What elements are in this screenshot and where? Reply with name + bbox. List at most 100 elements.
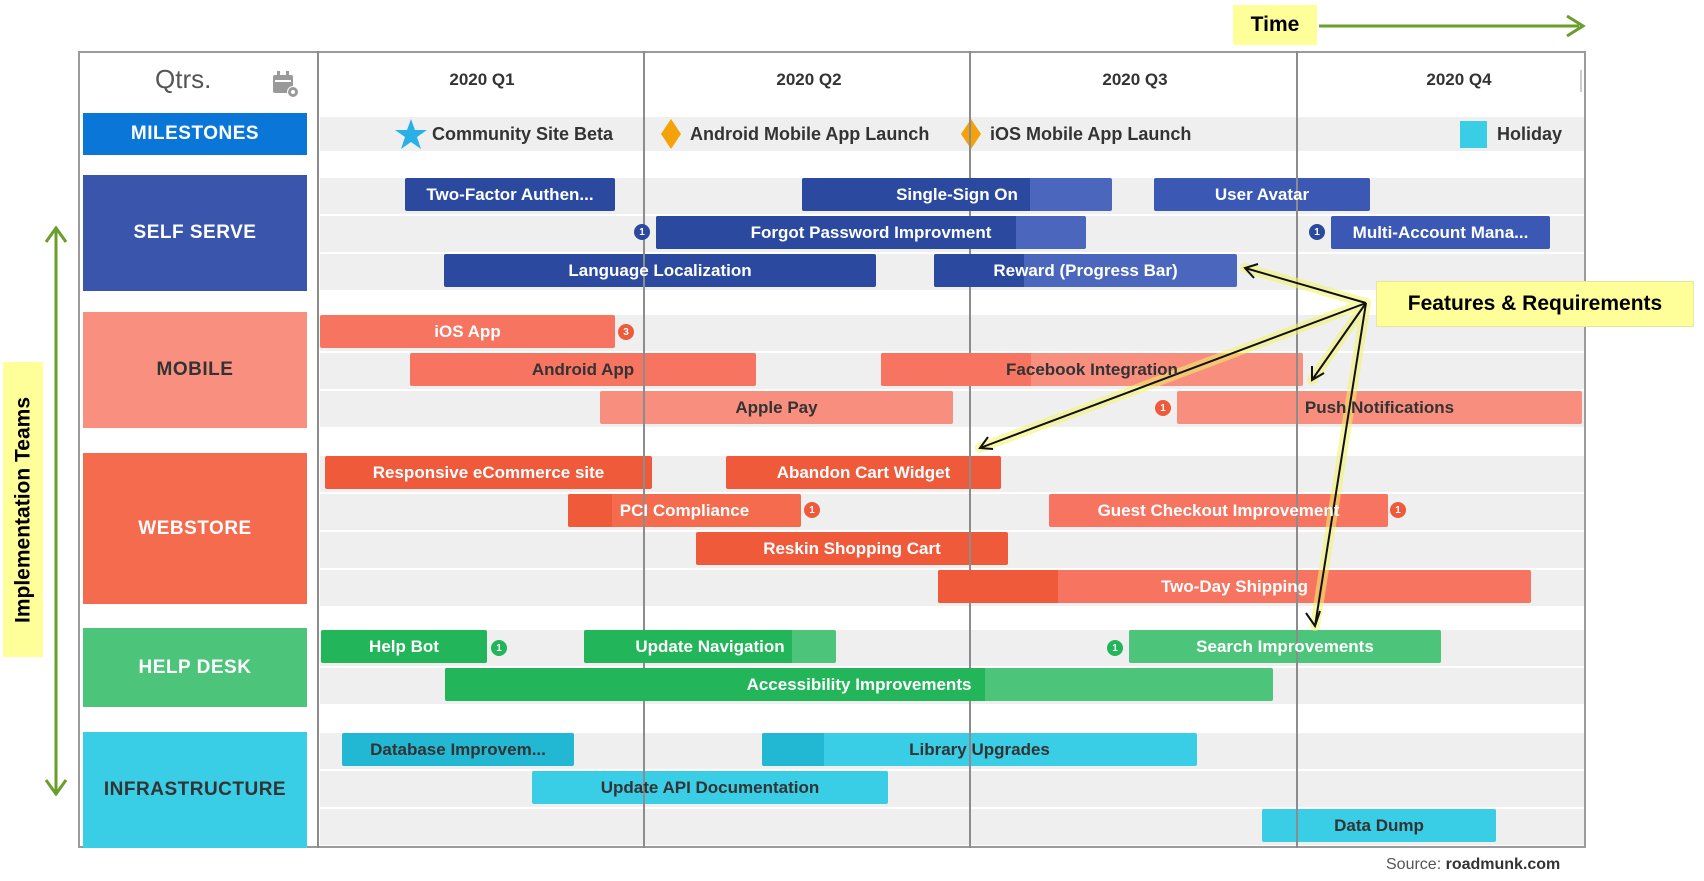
bar-label: Guest Checkout Improvement <box>1097 500 1340 520</box>
bar-label: Single-Sign On <box>896 184 1018 204</box>
source-prefix: Source: <box>1386 856 1446 873</box>
bar-two-factor-auth[interactable]: Two-Factor Authen... <box>405 178 615 211</box>
team-webstore: WEBSTORE <box>83 453 307 604</box>
bar-label: Reskin Shopping Cart <box>763 538 941 558</box>
bar-label: Responsive eCommerce site <box>372 462 605 482</box>
bar-label: Database Improvem... <box>370 739 546 759</box>
bar-accessibility-improvements[interactable]: Accessibility Improvements <box>445 668 1273 701</box>
milestone-android-launch[interactable]: Android Mobile App Launch <box>660 119 929 149</box>
dependency-badge[interactable]: 1 <box>1309 224 1325 240</box>
bar-search-improvements[interactable]: Search Improvements <box>1129 630 1441 663</box>
bar-user-avatar[interactable]: User Avatar <box>1154 178 1370 211</box>
bar-android-app[interactable]: Android App <box>410 353 756 386</box>
divider-q4 <box>1296 51 1298 848</box>
arrow-to-search <box>1314 302 1367 627</box>
milestone-ios-launch[interactable]: iOS Mobile App Launch <box>960 119 1192 149</box>
progress-fill <box>445 668 985 701</box>
vertical-double-arrow-icon <box>44 225 68 797</box>
milestone-holiday[interactable]: Holiday <box>1460 120 1563 148</box>
progress-fill <box>584 630 792 663</box>
bar-label: Language Localization <box>568 260 752 280</box>
row-stripe <box>320 771 1584 807</box>
team-self-serve: SELF SERVE <box>83 175 307 291</box>
dependency-badge[interactable]: 1 <box>1107 640 1123 656</box>
progress-fill <box>802 178 1030 211</box>
quarter-header-q4: 2020 Q4 <box>1426 70 1492 89</box>
qtrs-label: Qtrs. <box>155 64 212 94</box>
bar-help-bot[interactable]: Help Bot <box>321 630 487 663</box>
bar-apple-pay[interactable]: Apple Pay <box>600 391 953 424</box>
bar-label: Update Navigation <box>635 636 785 656</box>
bar-label: User Avatar <box>1214 184 1310 204</box>
bar-reskin-shopping-cart[interactable]: Reskin Shopping Cart <box>696 532 1008 565</box>
bar-language-localization[interactable]: Language Localization <box>444 254 876 287</box>
quarter-header-q2: 2020 Q2 <box>776 70 842 89</box>
bar-multi-account[interactable]: Multi-Account Mana... <box>1331 216 1550 249</box>
bar-label: PCI Compliance <box>619 500 750 520</box>
bar-label: Update API Documentation <box>600 777 820 797</box>
divider-left <box>317 51 319 848</box>
bar-label: Accessibility Improvements <box>746 674 972 694</box>
divider-q3 <box>969 51 971 848</box>
bar-reward-progress[interactable]: Reward (Progress Bar) <box>934 254 1237 287</box>
team-milestones: MILESTONES <box>83 113 307 155</box>
row-stripe <box>320 117 1584 151</box>
bar-single-sign-on[interactable]: Single-Sign On <box>802 178 1112 211</box>
bar-data-dump[interactable]: Data Dump <box>1262 809 1496 842</box>
bar-abandon-cart-widget[interactable]: Abandon Cart Widget <box>726 456 1001 489</box>
arrow-to-reward <box>1244 267 1367 304</box>
milestone-label: iOS Mobile App Launch <box>990 123 1192 144</box>
dependency-badge[interactable]: 1 <box>1390 502 1406 518</box>
bar-forgot-password[interactable]: Forgot Password Improvment <box>656 216 1086 249</box>
milestone-label: Community Site Beta <box>432 123 614 144</box>
bar-label: Android App <box>531 359 635 379</box>
quarter-header-q1: 2020 Q1 <box>449 70 515 89</box>
milestone-community-site-beta[interactable]: Community Site Beta <box>394 119 614 149</box>
time-label: Time <box>1233 5 1317 45</box>
time-arrow-icon <box>1319 14 1586 38</box>
bar-responsive-ecommerce[interactable]: Responsive eCommerce site <box>325 456 652 489</box>
diamond-icon <box>661 119 681 149</box>
implementation-teams-label <box>3 362 43 657</box>
bar-two-day-shipping[interactable]: Two-Day Shipping <box>938 570 1531 603</box>
bar-label: Data Dump <box>1334 815 1424 835</box>
milestone-label: Holiday <box>1497 123 1563 144</box>
dependency-badge[interactable]: 1 <box>1155 400 1171 416</box>
bar-facebook-integration[interactable]: Facebook Integration <box>881 353 1303 386</box>
holiday-square-icon <box>1460 120 1487 148</box>
bar-ios-app[interactable]: iOS App <box>320 315 615 348</box>
dependency-badge[interactable]: 3 <box>618 324 634 340</box>
bar-label: Library Upgrades <box>909 739 1050 759</box>
divider-q2 <box>643 51 645 848</box>
bar-label: Forgot Password Improvment <box>750 222 992 242</box>
progress-fill <box>938 570 1058 603</box>
quarter-header-q3: 2020 Q3 <box>1102 70 1168 89</box>
bar-label: iOS App <box>434 321 501 341</box>
bar-push-notifications[interactable]: Push Notifications <box>1177 391 1582 424</box>
source-credit: Source: roadmunk.com <box>1386 856 1560 874</box>
bar-update-navigation[interactable]: Update Navigation <box>584 630 836 663</box>
arrow-to-facebook <box>1311 302 1367 381</box>
bar-label: Push Notifications <box>1304 397 1455 417</box>
bar-label: Search Improvements <box>1196 636 1374 656</box>
dependency-badge[interactable]: 1 <box>634 224 650 240</box>
diamond-icon <box>961 119 981 149</box>
bar-label: Two-Factor Authen... <box>426 184 594 204</box>
progress-fill <box>762 733 824 766</box>
progress-fill <box>568 494 612 527</box>
star-icon <box>395 119 427 149</box>
bar-database-improvements[interactable]: Database Improvem... <box>342 733 574 766</box>
source-site: roadmunk.com <box>1445 856 1561 873</box>
dependency-badge[interactable]: 1 <box>491 640 507 656</box>
dependency-badge[interactable]: 1 <box>804 502 820 518</box>
progress-fill <box>656 216 1016 249</box>
bar-label: Two-Day Shipping <box>1160 576 1308 596</box>
bar-update-api-documentation[interactable]: Update API Documentation <box>532 771 888 804</box>
calendar-settings-icon[interactable] <box>272 70 302 100</box>
bar-pci-compliance[interactable]: PCI Compliance <box>568 494 801 527</box>
progress-fill <box>934 254 1024 287</box>
bar-label: Abandon Cart Widget <box>776 462 951 482</box>
progress-fill <box>881 353 1031 386</box>
bar-library-upgrades[interactable]: Library Upgrades <box>762 733 1197 766</box>
